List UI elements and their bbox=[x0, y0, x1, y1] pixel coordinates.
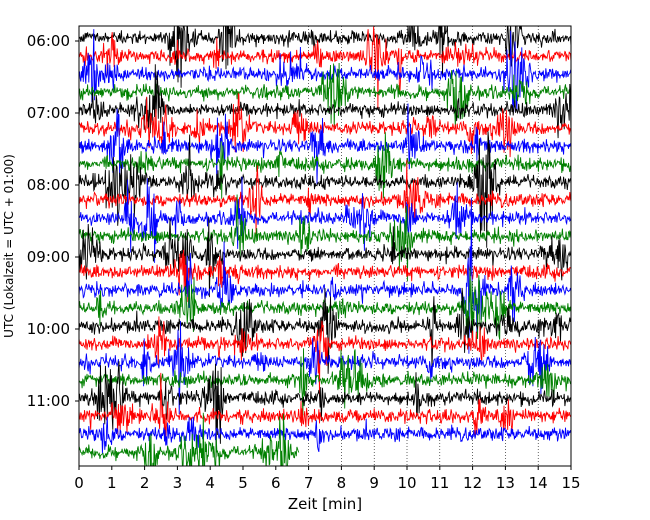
trace-0715 bbox=[79, 92, 571, 158]
y-tick-label-1000: 10:00 bbox=[27, 320, 70, 338]
x-tick-label-4: 4 bbox=[205, 474, 215, 492]
trace-0845 bbox=[79, 194, 571, 282]
x-tick-label-1: 1 bbox=[107, 474, 117, 492]
trace-0830 bbox=[79, 176, 571, 263]
plot-frame bbox=[78, 25, 572, 467]
trace-0915 bbox=[79, 249, 571, 303]
x-axis-label: Zeit [min] bbox=[288, 495, 362, 513]
trace-1015 bbox=[79, 316, 571, 397]
x-tick-label-13: 13 bbox=[496, 474, 515, 492]
trace-1115 bbox=[79, 372, 571, 438]
trace-0630 bbox=[79, 29, 571, 112]
trace-0600 bbox=[79, 26, 571, 88]
trace-0615 bbox=[79, 26, 571, 109]
x-tick-label-15: 15 bbox=[561, 474, 580, 492]
x-tick-label-7: 7 bbox=[304, 474, 314, 492]
trace-1145 bbox=[79, 412, 300, 466]
plot-area bbox=[79, 26, 571, 466]
x-tick-label-2: 2 bbox=[140, 474, 150, 492]
x-tick-label-8: 8 bbox=[337, 474, 347, 492]
trace-0700 bbox=[79, 64, 571, 139]
x-tick-label-10: 10 bbox=[397, 474, 416, 492]
x-tick-label-14: 14 bbox=[529, 474, 548, 492]
y-tick-label-1100: 11:00 bbox=[27, 392, 70, 410]
x-tick-label-5: 5 bbox=[238, 474, 248, 492]
x-tick-label-6: 6 bbox=[271, 474, 281, 492]
y-tick-label-0900: 09:00 bbox=[27, 248, 70, 266]
trace-1000 bbox=[79, 287, 571, 374]
trace-0645 bbox=[79, 62, 571, 130]
trace-0800 bbox=[79, 131, 571, 248]
y-tick-label-0800: 08:00 bbox=[27, 176, 70, 194]
trace-0815 bbox=[79, 159, 571, 237]
trace-1030 bbox=[79, 320, 571, 415]
y-axis-label: UTC (Lokalzeit = UTC + 01:00) bbox=[2, 154, 16, 338]
trace-1130 bbox=[79, 416, 571, 454]
x-tick-label-11: 11 bbox=[430, 474, 449, 492]
y-tick-label-0700: 07:00 bbox=[27, 104, 70, 122]
y-tick-label-0600: 06:00 bbox=[27, 32, 70, 50]
x-tick-label-9: 9 bbox=[369, 474, 379, 492]
x-tick-label-0: 0 bbox=[74, 474, 84, 492]
axes: 0 1 2 3 4 5 6 7 8 9 10 11 12 13 14 1506:0007:0008:0009:… bbox=[27, 25, 581, 492]
trace-0900 bbox=[79, 217, 571, 298]
x-tick-label-12: 12 bbox=[463, 474, 482, 492]
x-tick-label-3: 3 bbox=[173, 474, 183, 492]
